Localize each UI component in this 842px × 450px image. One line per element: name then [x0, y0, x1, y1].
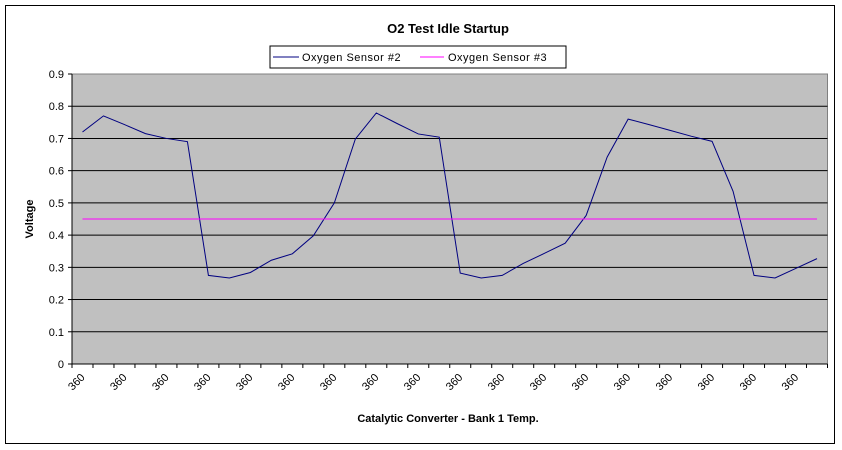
x-axis-label: Catalytic Converter - Bank 1 Temp. — [357, 413, 538, 425]
x-tick-label: 360 — [780, 372, 801, 393]
x-tick-label: 360 — [150, 372, 171, 393]
series-line-sensor-2 — [82, 112, 818, 279]
y-tick-label: 0.3 — [49, 262, 64, 274]
legend-label-sensor-3: Oxygen Sensor #3 — [448, 52, 547, 64]
y-tick-label: 0.1 — [49, 327, 64, 339]
x-tick-label: 360 — [612, 372, 633, 393]
y-axis-label: Voltage — [24, 200, 36, 239]
y-tick-label: 0.4 — [49, 230, 64, 242]
legend: Oxygen Sensor #2 Oxygen Sensor #3 — [269, 45, 567, 69]
y-tick-label: 0 — [58, 359, 64, 371]
x-tick-label: 360 — [234, 372, 255, 393]
y-tick-label: 0.9 — [49, 69, 64, 81]
x-tick-label: 360 — [192, 372, 213, 393]
x-tick-label: 360 — [66, 372, 87, 393]
y-tick-label: 0.6 — [49, 166, 64, 178]
y-tick-label: 0.8 — [49, 101, 64, 113]
x-tick-label: 360 — [444, 372, 465, 393]
x-tick-label: 360 — [318, 372, 339, 393]
x-tick-label: 360 — [696, 372, 717, 393]
x-tick-label: 360 — [738, 372, 759, 393]
chart-frame — [5, 5, 835, 444]
x-tick-label: 360 — [108, 372, 129, 393]
x-tick-label: 360 — [276, 372, 297, 393]
x-tick-label: 360 — [486, 372, 507, 393]
chart-title: O2 Test Idle Startup — [387, 21, 509, 36]
y-tick-label: 0.2 — [49, 295, 64, 307]
x-tick-label: 360 — [360, 372, 381, 393]
x-tick-label: 360 — [570, 372, 591, 393]
y-tick-label: 0.7 — [49, 133, 64, 145]
x-tick-label: 360 — [528, 372, 549, 393]
legend-label-sensor-2: Oxygen Sensor #2 — [302, 52, 401, 64]
y-tick-label: 0.5 — [49, 198, 64, 210]
x-tick-label: 360 — [654, 372, 675, 393]
x-tick-label: 360 — [402, 372, 423, 393]
